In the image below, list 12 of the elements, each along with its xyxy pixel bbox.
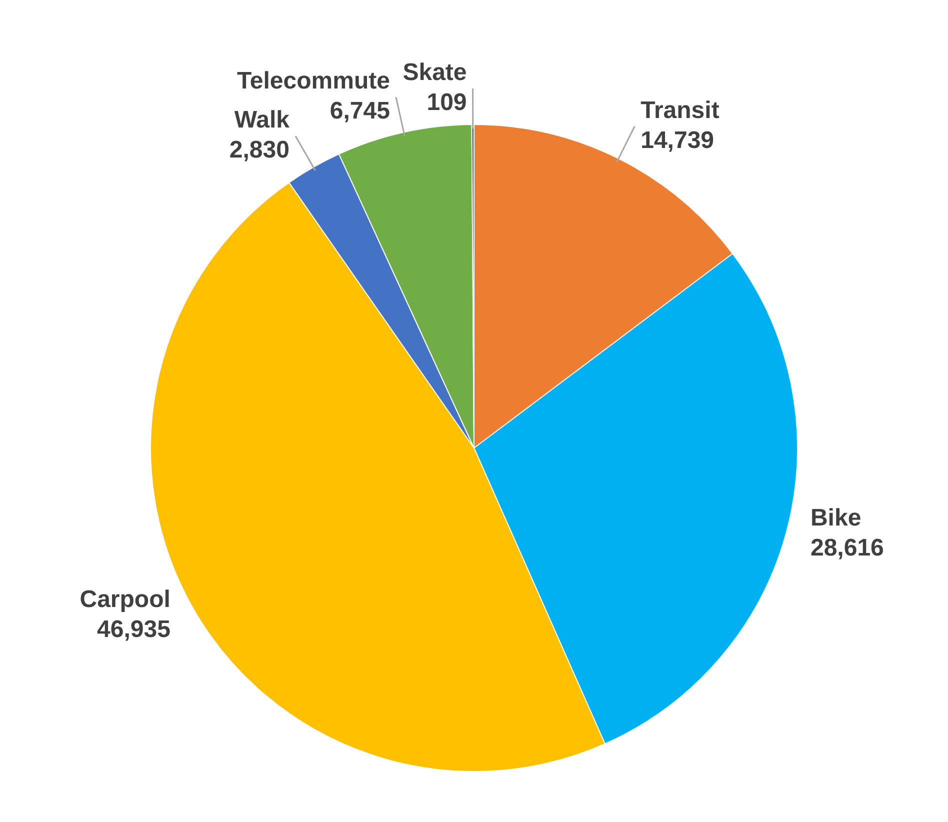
slice-label: Transit xyxy=(640,97,720,124)
slice-label: Skate xyxy=(402,59,467,86)
data-label: 28,616 xyxy=(810,534,884,562)
data-label: 6,745 xyxy=(330,98,390,125)
data-label: 109 xyxy=(426,89,467,116)
slice-label: Telecommute xyxy=(237,68,390,95)
slice-label: Bike xyxy=(810,504,862,532)
slice-label: Carpool xyxy=(80,586,170,614)
slice-label: Walk xyxy=(234,106,290,134)
data-label: 46,935 xyxy=(97,616,170,644)
data-label: 2,830 xyxy=(229,136,290,164)
data-label: 14,739 xyxy=(640,127,714,154)
